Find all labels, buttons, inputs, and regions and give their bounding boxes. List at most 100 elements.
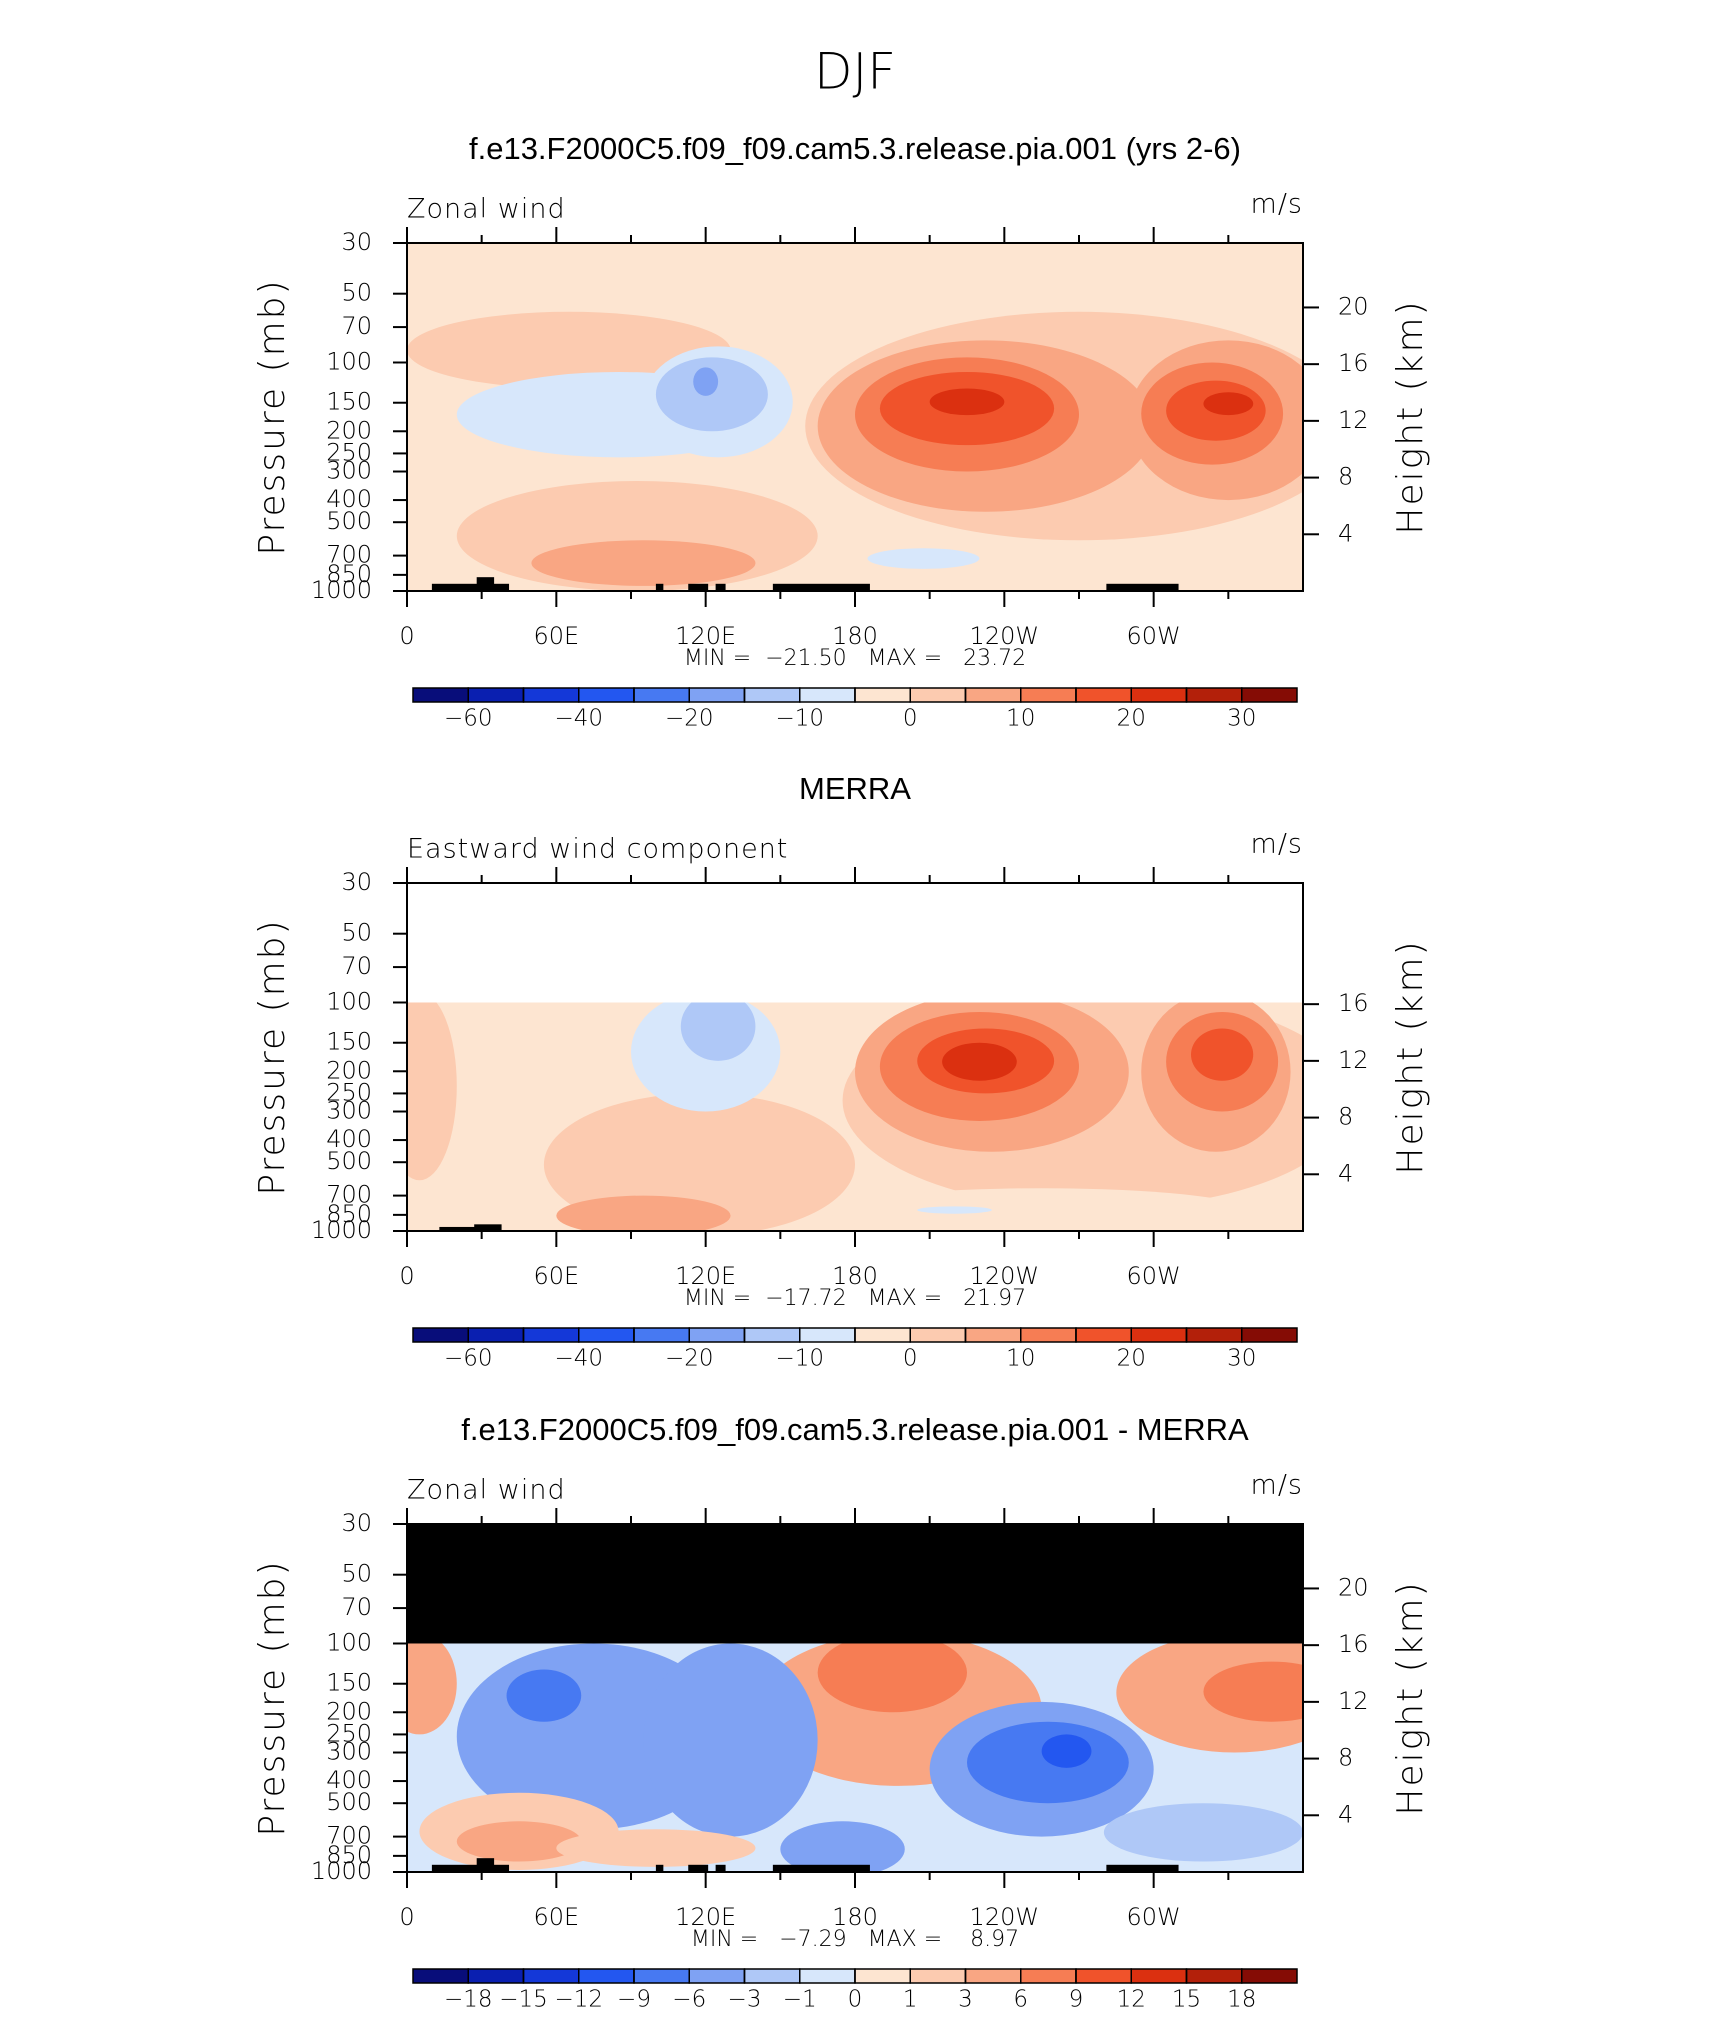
- colorbar-box: [578, 1968, 635, 1984]
- plot-area: [407, 243, 1303, 591]
- contour-region: [693, 367, 719, 396]
- x-tick-label: 0: [399, 1262, 414, 1290]
- y2-tick-label: 20: [1338, 292, 1369, 320]
- contour-region: [1191, 1028, 1254, 1081]
- y2-tick-label: 20: [1338, 1573, 1369, 1601]
- y-tick-label: 200: [326, 1697, 372, 1725]
- terrain: [655, 583, 664, 591]
- y-tick-label: 700: [326, 1181, 372, 1209]
- colorbar-label: −40: [554, 1346, 603, 1372]
- colorbar-label: 1: [903, 1987, 918, 2013]
- colorbar-box: [909, 687, 967, 703]
- y-tick-label: 500: [326, 1147, 372, 1175]
- y-tick-label: 1000: [311, 1857, 372, 1885]
- x-tick-label: 60E: [533, 1262, 579, 1290]
- y2-tick-label: 4: [1338, 1800, 1353, 1828]
- colorbar-box: [964, 1968, 1022, 1984]
- y-tick-label: 400: [326, 1766, 372, 1794]
- stats: MIN = −21.50 MAX = 23.72: [684, 646, 1026, 671]
- terrain: [476, 1858, 495, 1872]
- y-tick-label: 150: [326, 1028, 372, 1056]
- colorbar-label: 3: [958, 1987, 973, 2013]
- y-tick-label: 30: [341, 1509, 372, 1537]
- x-tick-label: 120E: [675, 622, 736, 650]
- colorbar-box: [799, 1327, 856, 1343]
- contour-region: [1203, 392, 1254, 416]
- panel: MERRA Eastward wind component m/s Pressure …: [252, 771, 1431, 1371]
- colorbar-label: 0: [848, 1987, 863, 2013]
- colorbar-box: [1241, 1968, 1298, 1984]
- colorbar-label: −12: [554, 1987, 603, 2013]
- terrain: [772, 1864, 870, 1872]
- y-tick-label: 300: [326, 1097, 372, 1125]
- colorbar-box: [1130, 687, 1188, 703]
- panel-title: f.e13.F2000C5.f09_f09.cam5.3.release.pia…: [469, 131, 1241, 166]
- colorbar-label: 0: [903, 706, 918, 732]
- terrain: [439, 1226, 485, 1231]
- colorbar-box: [522, 1327, 580, 1343]
- panel: f.e13.F2000C5.f09_f09.cam5.3.release.pia…: [252, 1412, 1431, 2012]
- x-tick-label: 60W: [1127, 1262, 1181, 1290]
- terrain: [476, 577, 495, 591]
- y-axis-label: Pressure (mb): [252, 278, 293, 555]
- colorbar-box: [1075, 1327, 1132, 1343]
- contour-region: [680, 992, 756, 1061]
- stats: MIN = −7.29 MAX = 8.97: [691, 1927, 1019, 1952]
- y2-tick-label: 8: [1338, 1744, 1353, 1772]
- y2-tick-label: 12: [1338, 1046, 1369, 1074]
- colorbar-box: [743, 1968, 801, 1984]
- colorbar-box: [743, 687, 801, 703]
- colorbar-box: [578, 687, 635, 703]
- terrain: [1106, 583, 1179, 591]
- x-tick-label: 120W: [970, 1262, 1040, 1290]
- y-tick-label: 850: [326, 560, 372, 588]
- plot-area: [407, 1524, 1303, 1872]
- colorbar-box: [854, 687, 911, 703]
- y-tick-label: 100: [326, 347, 372, 375]
- terrain: [474, 1224, 502, 1231]
- colorbar-box: [854, 1327, 911, 1343]
- colorbar-label: 9: [1069, 1987, 1084, 2013]
- contour-region: [817, 1633, 967, 1713]
- colorbar-label: 30: [1227, 706, 1256, 732]
- panel-title: f.e13.F2000C5.f09_f09.cam5.3.release.pia…: [461, 1412, 1249, 1447]
- colorbar-label: −3: [728, 1987, 762, 2013]
- y2-tick-label: 12: [1338, 406, 1369, 434]
- terrain: [1106, 1864, 1179, 1872]
- colorbar-box: [633, 1968, 690, 1984]
- colorbar-box: [1241, 687, 1298, 703]
- y-tick-label: 300: [326, 1738, 372, 1766]
- y2-tick-label: 12: [1338, 1687, 1369, 1715]
- y-tick-label: 70: [341, 1593, 372, 1621]
- y-tick-label: 30: [341, 868, 372, 896]
- colorbar-label: 0: [903, 1346, 918, 1372]
- y-tick-label: 400: [326, 1125, 372, 1153]
- x-tick-label: 0: [399, 1903, 414, 1931]
- y-tick-label: 200: [326, 416, 372, 444]
- y-tick-label: 500: [326, 507, 372, 535]
- colorbar-box: [467, 1968, 525, 1984]
- y2-tick-label: 16: [1338, 989, 1369, 1017]
- y2-tick-label: 8: [1338, 463, 1353, 491]
- colorbar-label: −10: [775, 1346, 824, 1372]
- y2-tick-label: 4: [1338, 519, 1353, 547]
- contour-region: [1041, 1734, 1092, 1768]
- stats: MIN = −17.72 MAX = 21.97: [684, 1286, 1026, 1311]
- contour-region: [556, 1829, 756, 1867]
- y-tick-label: 250: [326, 1719, 372, 1747]
- y-tick-label: 30: [341, 228, 372, 256]
- x-tick-label: 120W: [970, 1903, 1040, 1931]
- y2-axis-label: Height (km): [1390, 299, 1431, 534]
- colorbar-box: [909, 1327, 967, 1343]
- y-tick-label: 70: [341, 952, 372, 980]
- y-tick-label: 700: [326, 1822, 372, 1850]
- y-tick-label: 700: [326, 541, 372, 569]
- contour-region: [967, 1721, 1129, 1804]
- y-tick-label: 200: [326, 1056, 372, 1084]
- y-tick-label: 150: [326, 388, 372, 416]
- colorbar-box: [1130, 1327, 1188, 1343]
- panel-title: MERRA: [799, 771, 911, 806]
- y-tick-label: 50: [341, 919, 372, 947]
- colorbar-box: [467, 1327, 525, 1343]
